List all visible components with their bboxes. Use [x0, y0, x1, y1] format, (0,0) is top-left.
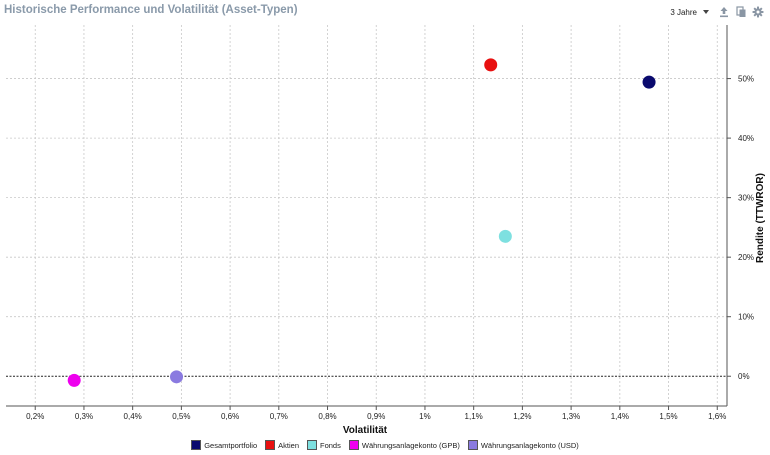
legend-swatch [348, 440, 359, 450]
x-tick-label: 1,5% [659, 412, 677, 421]
data-point[interactable] [67, 373, 81, 387]
chevron-down-icon [703, 10, 709, 14]
x-tick-label: 0,6% [221, 412, 239, 421]
copy-icon[interactable] [735, 6, 747, 18]
chart-toolbar: 3 Jahre [670, 5, 764, 19]
legend-label: Aktien [278, 440, 299, 450]
x-tick-label: 1,1% [465, 412, 483, 421]
y-axis-label: Rendite (TTWROR) [755, 173, 766, 263]
gear-icon[interactable] [752, 6, 764, 18]
x-tick-label: 0,4% [124, 412, 142, 421]
y-tick-label: 40% [738, 134, 754, 143]
legend-label: Fonds [320, 440, 341, 450]
legend-item[interactable]: Währungsanlagekonto (GPB) [348, 440, 460, 450]
x-tick-label: 1,3% [562, 412, 580, 421]
chart-legend: Gesamtportfolio Aktien Fonds Währungsanlage… [0, 437, 770, 453]
data-point[interactable] [170, 370, 184, 384]
export-icon[interactable] [718, 6, 730, 18]
x-axis-ticks: 0,2% 0,3% 0,4% 0,5% 0,6% 0,7% 0,8% 0,9% 1% 1,1% 1,… [26, 406, 726, 421]
legend-item[interactable]: Fonds [307, 440, 341, 450]
data-points [67, 58, 656, 387]
legend-item[interactable]: Währungsanlagekonto (USD) [467, 440, 579, 450]
legend-swatch [307, 440, 317, 450]
y-tick-label: 10% [738, 313, 754, 322]
legend-item[interactable]: Gesamtportfolio [191, 440, 257, 450]
x-tick-label: 1,4% [611, 412, 629, 421]
axes [6, 25, 728, 407]
legend-item[interactable]: Aktien [265, 440, 299, 450]
legend-label: Währungsanlagekonto (USD) [480, 440, 579, 450]
data-point[interactable] [484, 58, 498, 72]
legend-swatch [191, 440, 202, 450]
y-tick-label: 20% [738, 253, 754, 262]
legend-label: Gesamtportfolio [204, 440, 258, 450]
x-tick-label: 0,9% [367, 412, 385, 421]
period-label: 3 Jahre [670, 7, 697, 17]
legend-label: Währungsanlagekonto (GPB) [361, 440, 460, 450]
x-tick-label: 1,6% [708, 412, 726, 421]
x-tick-label: 0,3% [75, 412, 93, 421]
legend-swatch [265, 440, 276, 450]
y-tick-label: 0% [738, 372, 750, 381]
x-tick-label: 1% [419, 412, 431, 421]
y-tick-label: 50% [738, 75, 754, 84]
y-axis-ticks: 0% 10% 20% 30% 40% 50% [727, 75, 754, 381]
y-tick-label: 30% [738, 194, 754, 203]
x-axis-label: Volatilität [343, 425, 388, 436]
legend-swatch [467, 440, 478, 450]
x-tick-label: 0,5% [172, 412, 190, 421]
chart-title: Historische Performance und Volatilität … [4, 4, 298, 16]
chart-header: Historische Performance und Volatilität … [0, 0, 770, 24]
x-tick-label: 1,2% [513, 412, 531, 421]
data-point[interactable] [642, 75, 656, 89]
period-dropdown[interactable]: 3 Jahre [670, 8, 709, 17]
data-point[interactable] [498, 229, 512, 243]
grid-lines [6, 25, 727, 406]
x-tick-label: 0,8% [318, 412, 336, 421]
x-tick-label: 0,7% [270, 412, 288, 421]
x-tick-label: 0,2% [26, 412, 44, 421]
